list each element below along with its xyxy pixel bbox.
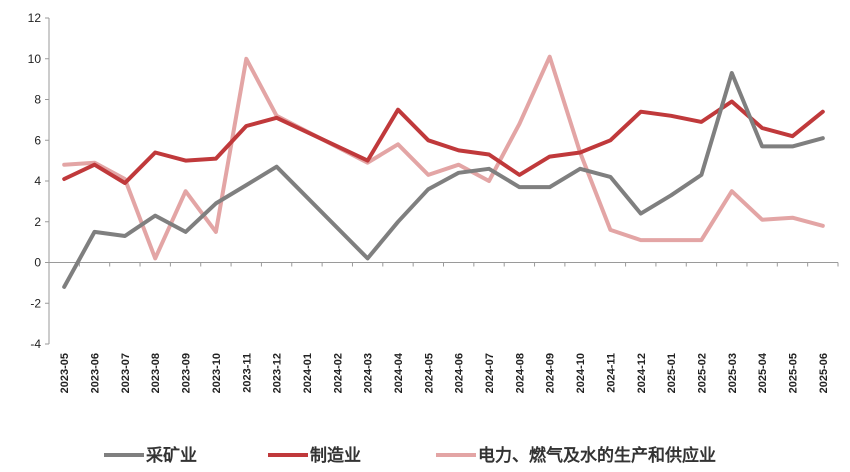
x-tick-label: 2024-03 (363, 353, 375, 393)
legend-item: 电力、燃气及水的生产和供应业 (436, 445, 716, 466)
x-tick-label: 2024-11 (605, 353, 617, 393)
x-tick-label: 2025-01 (666, 353, 678, 393)
x-tick-label: 2024-06 (454, 353, 466, 393)
series-lines (62, 54, 825, 289)
x-tick-label: 2023-05 (59, 353, 71, 393)
x-tick-label: 2024-07 (484, 353, 496, 393)
y-tick-label: -4 (30, 337, 41, 351)
x-tick-label: 2024-10 (575, 353, 587, 393)
x-tick-label: 2023-11 (241, 353, 253, 393)
x-tick-label: 2024-04 (393, 352, 405, 393)
x-tick-label: 2023-07 (120, 353, 132, 393)
y-tick-label: 10 (28, 52, 42, 66)
series-line-2 (62, 54, 825, 261)
series-line-0 (62, 71, 825, 289)
legend-label: 采矿业 (145, 445, 197, 466)
legend: 采矿业 制造业 电力、燃气及水的生产和供应业 (104, 445, 716, 466)
x-tick-label: 2024-02 (332, 353, 344, 393)
x-tick-label: 2023-06 (90, 353, 102, 393)
legend-item: 采矿业 (104, 445, 197, 466)
y-tick-label: 2 (34, 215, 41, 229)
legend-label: 制造业 (310, 445, 361, 466)
x-tick-label: 2024-05 (423, 353, 435, 393)
x-tick-label: 2025-02 (696, 353, 708, 393)
x-tick-label: 2023-08 (150, 353, 162, 393)
x-tick-label: 2024-12 (636, 353, 648, 393)
x-tick-label: 2024-01 (302, 353, 314, 393)
x-axis: 2023-05 2023-06 2023-07 2023-08 2023-09 2023-… (48, 262, 839, 393)
x-tick-label: 2023-09 (181, 353, 193, 393)
legend-item: 制造业 (268, 445, 361, 466)
x-tick-label: 2024-09 (545, 353, 557, 393)
x-tick-label: 2025-06 (818, 353, 830, 393)
y-tick-label: -2 (30, 296, 41, 310)
y-tick-label: 4 (34, 174, 41, 188)
y-tick-label: 0 (34, 256, 41, 270)
x-tick-label: 2025-03 (727, 353, 739, 393)
series-line-1 (62, 99, 825, 185)
x-tick-label: 2023-10 (211, 353, 223, 393)
x-tick-label: 2023-12 (272, 353, 284, 393)
legend-label: 电力、燃气及水的生产和供应业 (478, 445, 716, 466)
x-tick-label: 2025-04 (757, 352, 769, 393)
y-tick-label: 12 (28, 11, 42, 25)
y-tick-label: 8 (34, 93, 41, 107)
y-axis: -4 -2 0 2 4 6 8 10 12 (28, 11, 50, 351)
x-tick-label: 2025-05 (787, 353, 799, 393)
x-tick-label: 2024-08 (514, 353, 526, 393)
y-tick-label: 6 (34, 133, 41, 147)
